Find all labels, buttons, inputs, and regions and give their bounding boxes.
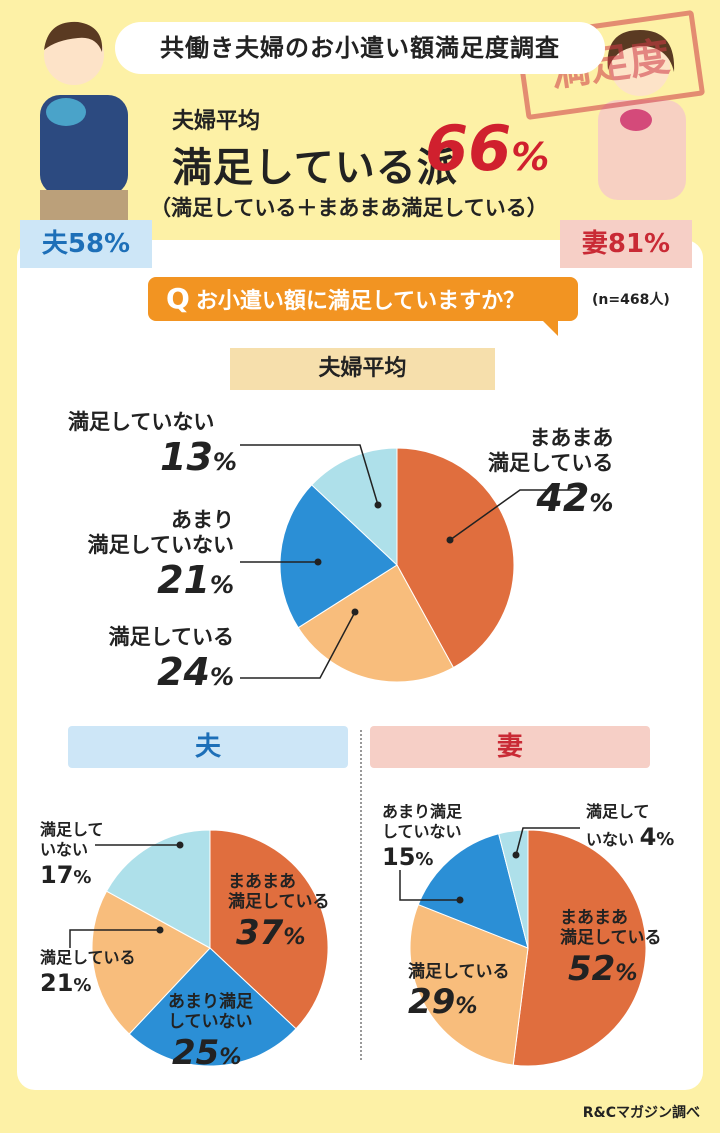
avg-leader-somewhat: [449, 489, 580, 541]
section-husband-header: 夫: [68, 726, 348, 768]
husband-pie-slice-1: [128, 947, 297, 1067]
wife-pie-slice-0: [512, 829, 647, 1067]
section-average-header: 夫婦平均: [230, 348, 495, 390]
husband-label-not: 満足して いない 17%: [40, 820, 104, 889]
wife-leader-not-dot: [512, 851, 520, 859]
avg-pie-slice-2: [279, 484, 398, 629]
avg-label-satisfied: 満足している 24%: [108, 625, 234, 695]
avg-pie-slice-1: [297, 564, 455, 683]
average-label: 夫婦平均: [172, 109, 261, 134]
husband-leader-satisfied-dot: [156, 926, 164, 934]
avg-leader-not-really-dot: [314, 558, 322, 566]
avg-leader-somewhat-dot: [446, 536, 454, 544]
section-wife-header: 妻: [370, 726, 650, 768]
avg-leader-not-dot: [374, 501, 382, 509]
husband-leader-satisfied: [69, 929, 160, 948]
question-bubble-tail: [540, 318, 558, 336]
avg-label-not-really: あまり 満足していない 21%: [87, 508, 234, 603]
wife-label-not: 満足して いない 4%: [586, 802, 675, 851]
wife-leader-not-really: [399, 870, 460, 901]
section-divider: [360, 730, 362, 1060]
wife-leader-not: [515, 827, 580, 856]
avg-leader-not: [240, 444, 379, 506]
husband-label-satisfied: 満足している 21%: [40, 948, 136, 997]
avg-pie-slice-3: [311, 447, 398, 567]
avg-label-not: 満足していない 13%: [68, 410, 237, 480]
wife-illustration: [598, 30, 686, 200]
wife-pie-slice-1: [409, 903, 529, 1066]
question-bubble: Q お小遣い額に満足していますか？: [148, 277, 578, 321]
avg-pie-slice-0: [396, 447, 515, 669]
wife-label-not-really: あまり満足 していない 15%: [382, 802, 463, 871]
wife-badge: 妻81%: [560, 220, 692, 268]
husband-label-not-really: あまり満足 していない 25%: [168, 992, 253, 1073]
wife-pie-slice-3: [498, 829, 529, 949]
husband-pie-slice-3: [105, 829, 211, 949]
husband-label-somewhat: まあまあ 満足している 37%: [228, 872, 330, 953]
avg-leader-satisfied: [240, 611, 356, 679]
husband-leader-not-dot: [176, 841, 184, 849]
wife-label-somewhat: まあまあ 満足している 52%: [560, 908, 662, 989]
avg-leader-satisfied-dot: [351, 608, 359, 616]
husband-pie-slice-2: [91, 890, 211, 1035]
husband-illustration: [40, 21, 128, 220]
husband-pie-slice-0: [209, 829, 329, 1030]
sample-size: (n=468人): [592, 292, 670, 308]
average-percent: 66%: [425, 112, 550, 185]
page-title: 共働き夫婦のお小遣い額満足度調査: [115, 22, 605, 74]
average-main-text: 満足している派: [172, 145, 458, 191]
wife-pie-slice-2: [417, 833, 529, 949]
source-credit: R&Cマガジン調べ: [582, 1105, 700, 1121]
avg-label-somewhat: まあまあ 満足している 42%: [488, 426, 614, 521]
wife-label-satisfied: 満足している 29%: [408, 962, 510, 1023]
husband-badge: 夫58%: [20, 220, 152, 268]
average-note: （満足している＋まあまあ満足している）: [150, 196, 548, 220]
wife-leader-not-really-dot: [456, 896, 464, 904]
